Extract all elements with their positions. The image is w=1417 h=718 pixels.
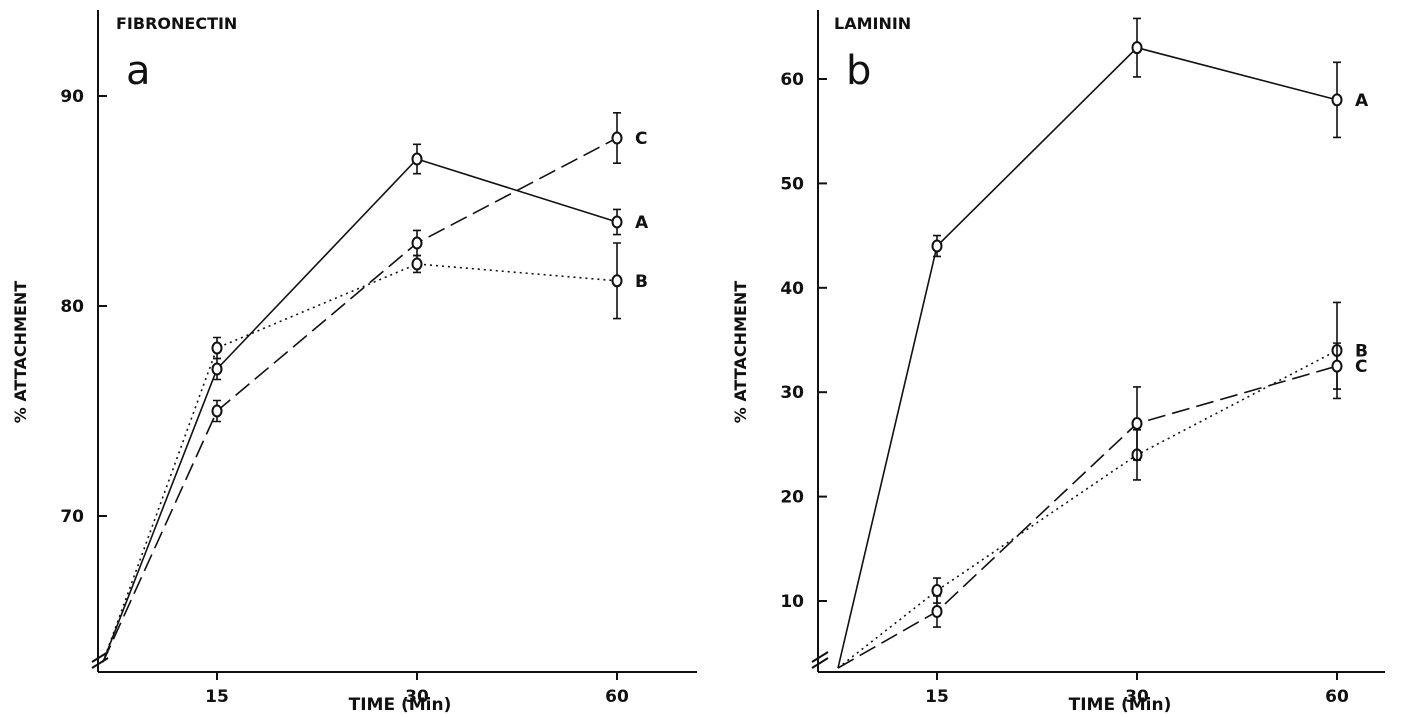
panel-a-axes: 70 80 90 15 30 60: [60, 10, 697, 707]
series-label-b: B: [635, 272, 648, 292]
panel-b-axes: 10 20 30 40 50 60 15 30 60: [780, 10, 1385, 707]
y-tick-label: 20: [780, 488, 804, 508]
series-label-a: A: [1355, 91, 1369, 111]
y-tick-label: 60: [780, 70, 804, 90]
y-tick-label: 50: [780, 174, 804, 194]
data-point: [611, 274, 623, 288]
axis-break-mark: [811, 651, 829, 669]
y-tick-label: 40: [780, 279, 804, 299]
data-point: [611, 131, 623, 145]
panel-a-plot: A B C: [102, 112, 649, 663]
data-point: [1331, 359, 1343, 373]
data-point: [931, 604, 943, 618]
x-tick-label: 60: [1325, 687, 1349, 707]
series-line-b: [837, 349, 1338, 669]
series-label-b: B: [1355, 341, 1368, 361]
data-point: [1131, 417, 1143, 431]
axis-break-mark: [91, 651, 109, 669]
panel-a-letter: a: [126, 48, 151, 94]
x-tick-label: 60: [605, 687, 629, 707]
data-point: [411, 236, 423, 250]
series-line-c: [102, 137, 618, 663]
panel-b-laminin: 10 20 30 40 50 60 15 30 60 LAMININ b % ATTACHMEN…: [731, 10, 1385, 715]
panel-b-xlabel: TIME (Min): [1069, 695, 1172, 715]
data-point: [611, 215, 623, 229]
data-point: [411, 152, 423, 166]
panel-b-title: LAMININ: [834, 14, 911, 33]
data-point: [211, 404, 223, 418]
x-tick-label: 15: [925, 687, 949, 707]
series-line-a: [102, 158, 618, 663]
panel-a-title: FIBRONECTIN: [116, 14, 237, 33]
x-tick-label: 30: [1125, 687, 1149, 707]
x-tick-label: 15: [205, 687, 229, 707]
y-tick-label: 30: [780, 383, 804, 403]
data-point: [931, 239, 943, 253]
series-label-c: C: [1355, 357, 1367, 377]
panel-b-plot: A BC: [837, 17, 1369, 669]
data-point: [1131, 41, 1143, 55]
data-point: [411, 257, 423, 271]
panel-b-ylabel: % ATTACHMENT: [731, 281, 750, 423]
y-tick-label: 10: [780, 592, 804, 612]
panel-a-xlabel: TIME (Min): [349, 695, 452, 715]
y-tick-label: 90: [60, 87, 84, 107]
series-line-c: [837, 365, 1338, 669]
data-point: [211, 341, 223, 355]
x-tick-label: 30: [405, 687, 429, 707]
data-point: [1331, 93, 1343, 107]
series-label-c: C: [635, 129, 647, 149]
data-point: [211, 362, 223, 376]
series-label-a: A: [635, 213, 649, 233]
data-point: [931, 584, 943, 598]
panel-a-ylabel: % ATTACHMENT: [11, 281, 30, 423]
series-line-a: [837, 46, 1338, 669]
panel-b-letter: b: [846, 48, 871, 94]
y-tick-label: 80: [60, 297, 84, 317]
y-tick-label: 70: [60, 507, 84, 527]
